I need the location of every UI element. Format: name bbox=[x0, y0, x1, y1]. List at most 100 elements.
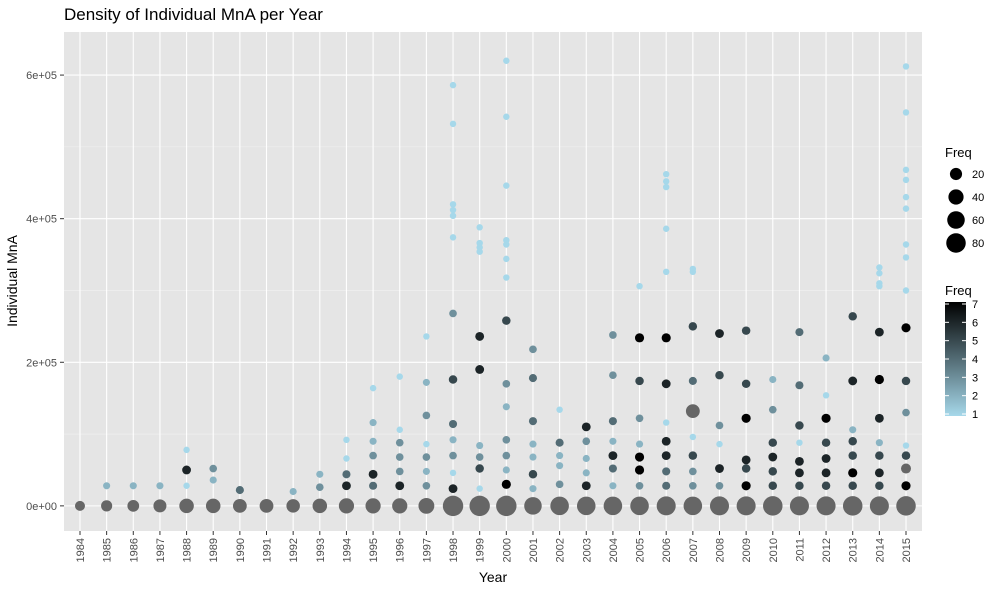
data-point bbox=[423, 333, 430, 340]
data-point bbox=[902, 109, 910, 116]
data-point bbox=[528, 374, 538, 383]
data-point bbox=[715, 370, 724, 380]
data-point bbox=[503, 274, 510, 281]
data-point bbox=[449, 81, 457, 89]
data-point bbox=[369, 419, 377, 427]
data-point bbox=[768, 452, 778, 462]
data-point bbox=[848, 376, 858, 386]
plot-panel bbox=[64, 32, 922, 531]
size-legend: Freq 20 40 60 80 bbox=[945, 145, 984, 253]
data-point bbox=[503, 182, 510, 189]
data-point bbox=[795, 456, 804, 466]
data-point bbox=[896, 496, 916, 516]
data-point bbox=[342, 481, 351, 491]
data-point bbox=[395, 438, 404, 447]
data-point bbox=[502, 466, 510, 474]
x-tick-label: 1990 bbox=[235, 538, 247, 562]
data-point bbox=[715, 481, 724, 490]
data-point bbox=[209, 476, 217, 484]
size-legend-label: 40 bbox=[972, 192, 984, 204]
x-tick-label: 1998 bbox=[448, 538, 460, 562]
data-point bbox=[902, 166, 910, 174]
data-point bbox=[503, 255, 510, 263]
x-tick-label: 1994 bbox=[341, 538, 353, 562]
x-tick-label: 2012 bbox=[821, 538, 833, 562]
data-point bbox=[763, 496, 783, 516]
data-point bbox=[396, 373, 403, 380]
data-point bbox=[634, 465, 645, 475]
x-axis: 1984 1985 1986 1987 1988 1989 1990 1991 1992 1993… bbox=[75, 531, 913, 562]
data-point bbox=[689, 433, 697, 441]
data-point bbox=[821, 413, 831, 423]
data-point bbox=[469, 495, 490, 517]
data-point bbox=[736, 496, 756, 516]
data-point bbox=[715, 421, 724, 430]
data-point bbox=[529, 485, 537, 493]
data-point bbox=[448, 484, 458, 494]
size-legend-label: 20 bbox=[972, 169, 984, 181]
data-point bbox=[662, 419, 670, 426]
size-legend-label: 80 bbox=[972, 238, 984, 250]
data-point bbox=[448, 375, 458, 384]
data-point bbox=[741, 379, 751, 389]
data-point bbox=[183, 482, 190, 489]
data-point bbox=[741, 326, 751, 335]
data-point bbox=[179, 498, 194, 514]
x-tick-label: 1995 bbox=[368, 538, 380, 562]
x-tick-label: 1987 bbox=[155, 538, 167, 562]
data-point bbox=[869, 496, 889, 516]
x-tick-label: 2005 bbox=[635, 538, 647, 562]
data-point bbox=[876, 280, 883, 287]
data-point bbox=[422, 411, 431, 420]
data-point bbox=[582, 469, 590, 477]
data-point bbox=[689, 467, 697, 476]
data-point bbox=[422, 467, 430, 475]
data-point bbox=[608, 464, 617, 473]
data-point bbox=[369, 437, 377, 445]
color-legend-label: 4 bbox=[972, 354, 978, 366]
data-point bbox=[418, 497, 435, 514]
data-point bbox=[795, 421, 804, 430]
data-point bbox=[822, 392, 830, 399]
data-point bbox=[816, 496, 836, 516]
x-tick-label: 2011 bbox=[794, 538, 806, 562]
data-point bbox=[205, 498, 221, 514]
data-point bbox=[876, 264, 883, 271]
data-point bbox=[741, 481, 751, 491]
data-point bbox=[74, 500, 85, 511]
data-point bbox=[209, 464, 218, 473]
data-point bbox=[661, 451, 671, 461]
data-point bbox=[741, 455, 751, 465]
data-point bbox=[661, 333, 671, 343]
data-point bbox=[555, 480, 564, 489]
x-tick-label: 1984 bbox=[75, 538, 87, 562]
data-point bbox=[449, 469, 457, 477]
data-point bbox=[556, 406, 563, 413]
data-point bbox=[502, 451, 511, 460]
data-point bbox=[630, 496, 649, 516]
data-point bbox=[842, 496, 863, 516]
data-point bbox=[503, 113, 510, 120]
x-tick-label: 1989 bbox=[208, 538, 220, 562]
x-tick-label: 1985 bbox=[102, 538, 114, 562]
data-point bbox=[662, 183, 670, 191]
data-point bbox=[232, 498, 247, 513]
data-point bbox=[741, 464, 751, 473]
x-tick-label: 2010 bbox=[768, 538, 780, 562]
data-point bbox=[422, 481, 431, 490]
data-point bbox=[821, 468, 831, 478]
data-point bbox=[476, 441, 484, 450]
data-point bbox=[635, 481, 644, 490]
data-point bbox=[603, 496, 623, 516]
data-point bbox=[153, 499, 167, 513]
data-point bbox=[475, 464, 484, 473]
data-point bbox=[103, 482, 111, 490]
x-tick-label: 2013 bbox=[848, 538, 860, 562]
data-point bbox=[688, 376, 697, 385]
data-point bbox=[343, 436, 350, 444]
x-tick-label: 1988 bbox=[182, 538, 194, 562]
colorbar bbox=[945, 302, 966, 416]
size-legend-label: 60 bbox=[972, 215, 984, 227]
data-point bbox=[661, 379, 671, 389]
data-point bbox=[768, 467, 778, 476]
